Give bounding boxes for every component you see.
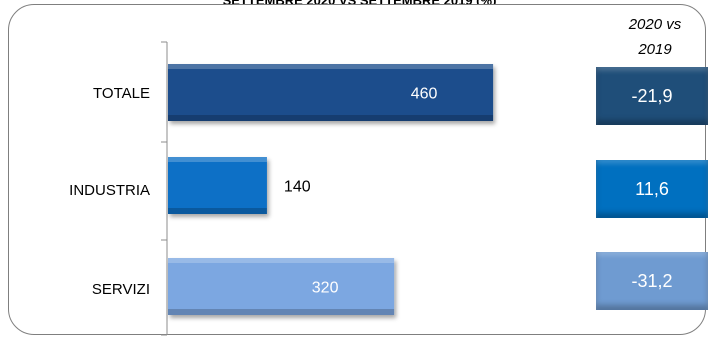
bar-servizi (168, 258, 395, 315)
comparison-header-line1: 2020 vs (628, 16, 682, 33)
bar-bevel-shade (168, 309, 395, 315)
percent-change-box-totale: -21,9 (596, 67, 708, 125)
category-label-totale: TOTALE (93, 85, 150, 102)
bar-bevel-shade (168, 115, 494, 121)
percent-change-box-industria: 11,6 (596, 160, 708, 218)
bar-bevel-shade (168, 208, 267, 214)
bar-bevel-highlight (168, 157, 267, 162)
bar-bevel-highlight (168, 258, 395, 263)
bar-industria (168, 157, 267, 214)
category-label-industria: INDUSTRIA (69, 182, 150, 199)
data-label-totale: 460 (411, 86, 438, 103)
comparison-header-line2: 2019 (638, 41, 672, 58)
data-label-servizi: 320 (312, 280, 339, 297)
category-label-servizi: SERVIZI (91, 281, 150, 298)
bar-totale (168, 64, 494, 121)
data-label-industria: 140 (284, 179, 311, 196)
percent-change-box-servizi: -31,2 (596, 252, 708, 310)
bar-bevel-highlight (168, 64, 494, 69)
